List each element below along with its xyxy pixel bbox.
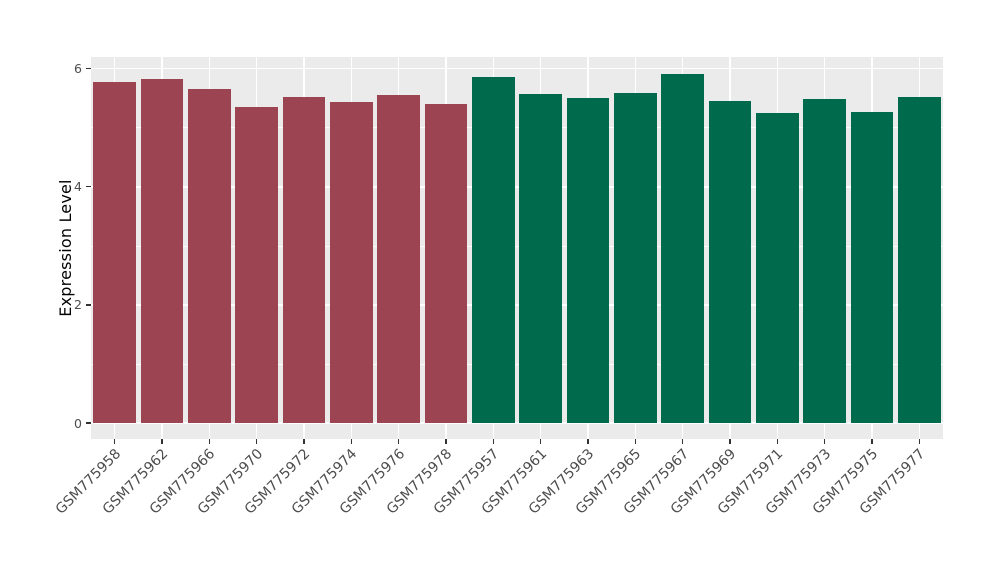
x-tick-mark	[208, 439, 210, 444]
gridline-major	[91, 304, 943, 306]
y-tick-mark	[86, 186, 91, 188]
bar	[519, 94, 562, 424]
gridline-major	[91, 68, 943, 70]
x-tick-mark	[634, 439, 636, 444]
bar	[803, 98, 846, 424]
x-tick-mark	[824, 439, 826, 444]
x-tick-mark	[729, 439, 731, 444]
y-tick-mark	[86, 68, 91, 70]
gridline-major	[91, 186, 943, 188]
x-tick-mark	[303, 439, 305, 444]
gridline-minor	[91, 245, 943, 247]
bar	[377, 94, 420, 424]
y-tick-mark	[86, 422, 91, 424]
bar	[235, 106, 278, 424]
bar	[661, 73, 704, 424]
bar	[472, 77, 515, 424]
gridline-minor	[91, 363, 943, 365]
bar	[93, 81, 136, 424]
bar	[282, 96, 326, 424]
bar	[566, 97, 610, 424]
x-tick-mark	[445, 439, 447, 444]
bar	[708, 100, 752, 424]
bar	[188, 89, 231, 424]
x-tick-mark	[492, 439, 494, 444]
x-tick-mark	[350, 439, 352, 444]
bar	[614, 93, 657, 424]
x-tick-mark	[114, 439, 116, 444]
y-tick-mark	[86, 304, 91, 306]
plot-panel	[91, 57, 943, 439]
y-tick-label: 0	[74, 415, 82, 431]
gridline-major	[91, 422, 943, 424]
x-tick-mark	[776, 439, 778, 444]
y-axis-title: Expression Level	[56, 179, 75, 317]
x-tick-mark	[540, 439, 542, 444]
y-tick-label: 6	[74, 61, 82, 77]
x-tick-mark	[918, 439, 920, 444]
y-tick-label: 4	[74, 179, 82, 195]
bar	[424, 104, 468, 424]
x-tick-mark	[682, 439, 684, 444]
bar	[140, 78, 184, 424]
x-tick-mark	[871, 439, 873, 444]
y-tick-label: 2	[74, 297, 82, 313]
gridline-minor	[91, 127, 943, 129]
x-tick-mark	[587, 439, 589, 444]
x-tick-mark	[161, 439, 163, 444]
bar	[756, 113, 799, 424]
bar	[330, 102, 373, 424]
x-tick-mark	[398, 439, 400, 444]
bar	[898, 96, 941, 424]
bar	[850, 112, 894, 424]
x-tick-mark	[256, 439, 258, 444]
